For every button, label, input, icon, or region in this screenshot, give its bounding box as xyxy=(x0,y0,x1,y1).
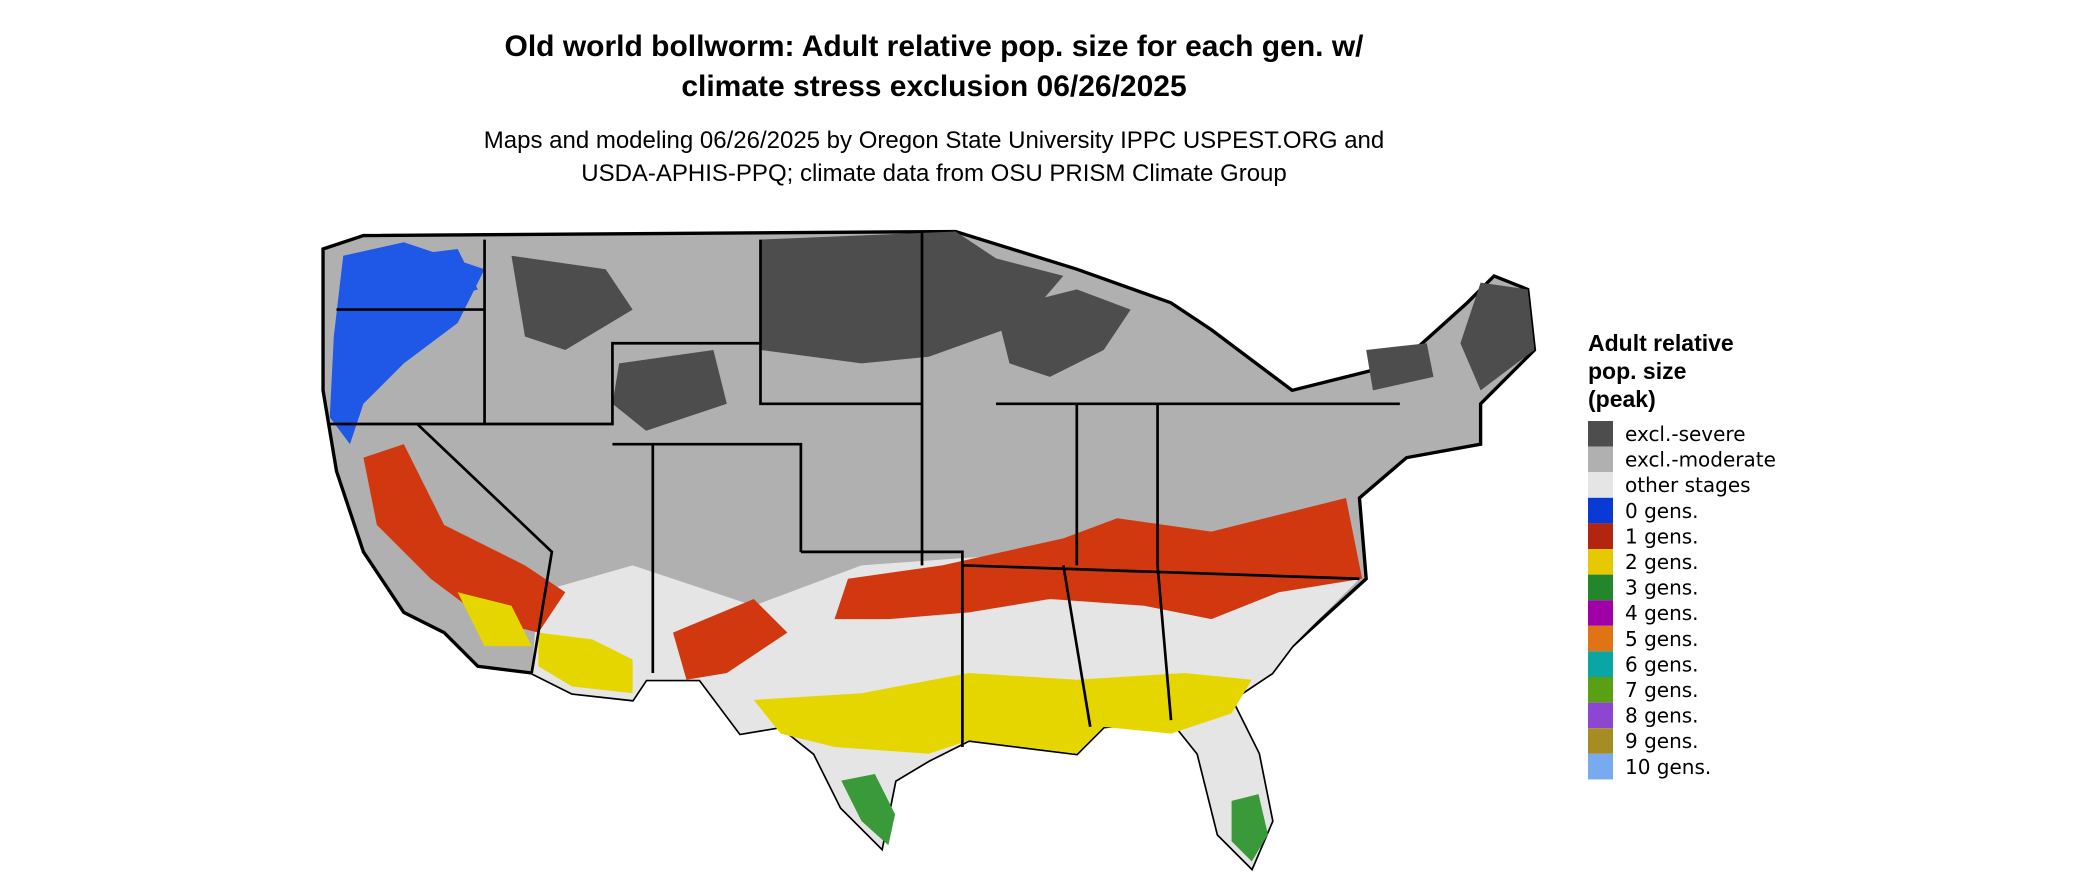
legend-label: 2 gens. xyxy=(1625,550,1699,574)
legend-swatch xyxy=(1588,625,1613,652)
title: Old world bollworm: Adult relative pop. … xyxy=(505,30,1365,63)
legend-label: 8 gens. xyxy=(1625,704,1699,728)
legend-title: (peak) xyxy=(1588,386,1656,412)
legend-swatch xyxy=(1588,677,1613,703)
legend-label: 0 gens. xyxy=(1625,499,1699,523)
legend-label: excl.-severe xyxy=(1625,422,1746,446)
legend-swatch xyxy=(1588,753,1613,780)
subtitle: USDA-APHIS-PPQ; climate data from OSU PR… xyxy=(581,160,1287,187)
legend-label: 10 gens. xyxy=(1625,755,1711,779)
legend-swatch xyxy=(1588,523,1613,549)
title: climate stress exclusion 06/26/2025 xyxy=(681,70,1186,103)
legend-label: 6 gens. xyxy=(1625,652,1699,676)
legend-label: 4 gens. xyxy=(1625,601,1699,625)
legend-swatch xyxy=(1588,472,1613,498)
legend-label: 3 gens. xyxy=(1625,576,1699,600)
legend-label: excl.-moderate xyxy=(1625,448,1776,472)
region-severe xyxy=(511,231,1535,431)
subtitle: Maps and modeling 06/26/2025 by Oregon S… xyxy=(484,127,1384,154)
legend-label: other stages xyxy=(1625,473,1751,497)
legend-swatch xyxy=(1588,421,1613,447)
legend-label: 7 gens. xyxy=(1625,678,1699,702)
legend-title: pop. size xyxy=(1588,358,1686,384)
legend-swatch xyxy=(1588,446,1613,473)
legend-swatch xyxy=(1588,702,1613,729)
state-borders xyxy=(329,231,1400,748)
legend-label: 5 gens. xyxy=(1625,627,1699,651)
legend-swatch xyxy=(1588,728,1613,754)
map xyxy=(321,229,1537,872)
legend-swatch xyxy=(1588,651,1613,677)
legend-title: Adult relative xyxy=(1588,330,1734,356)
legend-swatch xyxy=(1588,600,1613,626)
region-1-gen xyxy=(363,444,1363,680)
region-2-gen xyxy=(457,592,1252,754)
legend-swatch xyxy=(1588,574,1613,601)
legend-swatch xyxy=(1588,549,1613,575)
legend-swatch xyxy=(1588,497,1613,524)
region-0-gen xyxy=(329,242,485,445)
legend-label: 9 gens. xyxy=(1625,729,1699,753)
region-3-gen xyxy=(841,773,1268,862)
titles: Old world bollworm: Adult relative pop. … xyxy=(484,30,1384,187)
legend-label: 1 gens. xyxy=(1625,524,1699,548)
